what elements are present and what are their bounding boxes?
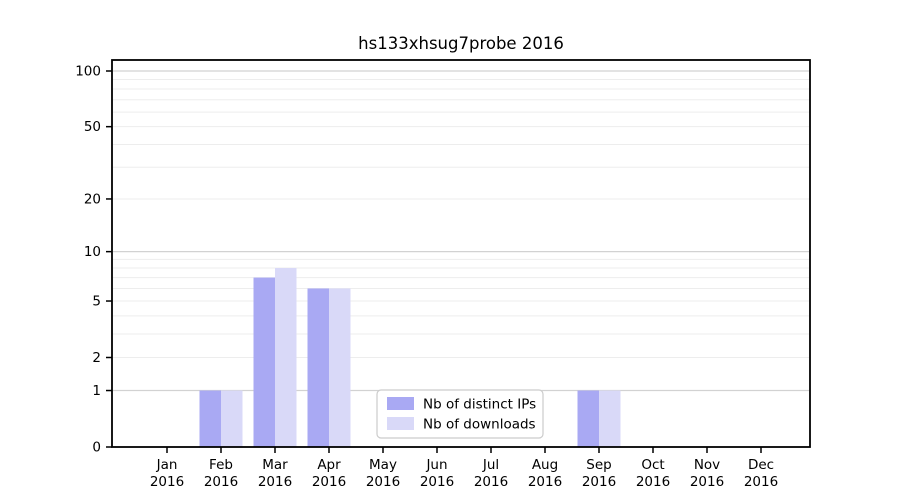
bar-distinct-ips-apr (307, 288, 329, 447)
y-tick-label: 1 (92, 383, 101, 399)
y-axis: 0 1 2 5 10 20 50 100 (75, 64, 112, 456)
y-tick-label: 10 (84, 244, 101, 260)
x-tick-label-year: 2016 (636, 474, 670, 490)
legend-swatch (387, 417, 414, 430)
y-tick-label: 0 (92, 440, 101, 456)
x-tick-label-month: Apr (317, 457, 341, 473)
legend-box (376, 389, 544, 439)
x-tick-label-year: 2016 (366, 474, 400, 490)
legend-label: Nb of distinct IPs (423, 397, 536, 413)
x-tick-label-year: 2016 (204, 474, 238, 490)
y-tick-label: 20 (84, 191, 101, 207)
x-tick-label-year: 2016 (582, 474, 616, 490)
gridlines (113, 70, 809, 392)
legend: Nb of distinct IPs Nb of downloads (376, 389, 544, 439)
x-tick-label-month: May (369, 457, 397, 473)
x-tick-label-year: 2016 (744, 474, 778, 490)
x-tick-label-month: Feb (209, 457, 233, 473)
legend-label: Nb of downloads (423, 417, 536, 433)
legend-swatch (387, 397, 414, 410)
x-tick-label-month: Nov (694, 457, 720, 473)
bar-distinct-ips-mar (253, 277, 275, 447)
x-tick-label-month: Sep (586, 457, 611, 473)
y-tick-label: 2 (92, 350, 101, 366)
bar-distinct-ips-sep (577, 390, 599, 447)
chart-title: hs133xhsug7probe 2016 (358, 34, 564, 53)
x-tick-label-month: Jun (425, 457, 447, 473)
x-tick-label-year: 2016 (420, 474, 454, 490)
x-tick-label-month: Aug (532, 457, 558, 473)
x-tick-label-month: Dec (748, 457, 774, 473)
y-tick-label: 5 (92, 294, 101, 310)
bar-distinct-ips-feb (199, 390, 221, 447)
x-tick-label-year: 2016 (690, 474, 724, 490)
y-tick-label: 100 (75, 64, 101, 80)
x-tick-label-year: 2016 (528, 474, 562, 490)
x-tick-label-year: 2016 (150, 474, 184, 490)
bar-downloads-sep (599, 390, 621, 447)
bar-downloads-apr (329, 288, 351, 447)
bar-downloads-feb (221, 390, 243, 447)
x-axis: Jan2016Feb2016Mar2016Apr2016May2016Jun20… (150, 447, 778, 490)
bars (199, 267, 621, 447)
x-tick-label-month: Jan (156, 457, 178, 473)
x-tick-label-year: 2016 (474, 474, 508, 490)
x-tick-label-year: 2016 (312, 474, 346, 490)
y-tick-label: 50 (84, 119, 101, 135)
plot-box (111, 59, 811, 448)
x-tick-label-month: Jul (482, 457, 499, 473)
bar-downloads-mar (275, 267, 297, 447)
x-tick-label-month: Mar (262, 457, 288, 473)
x-tick-label-year: 2016 (258, 474, 292, 490)
x-tick-label-month: Oct (641, 457, 664, 473)
